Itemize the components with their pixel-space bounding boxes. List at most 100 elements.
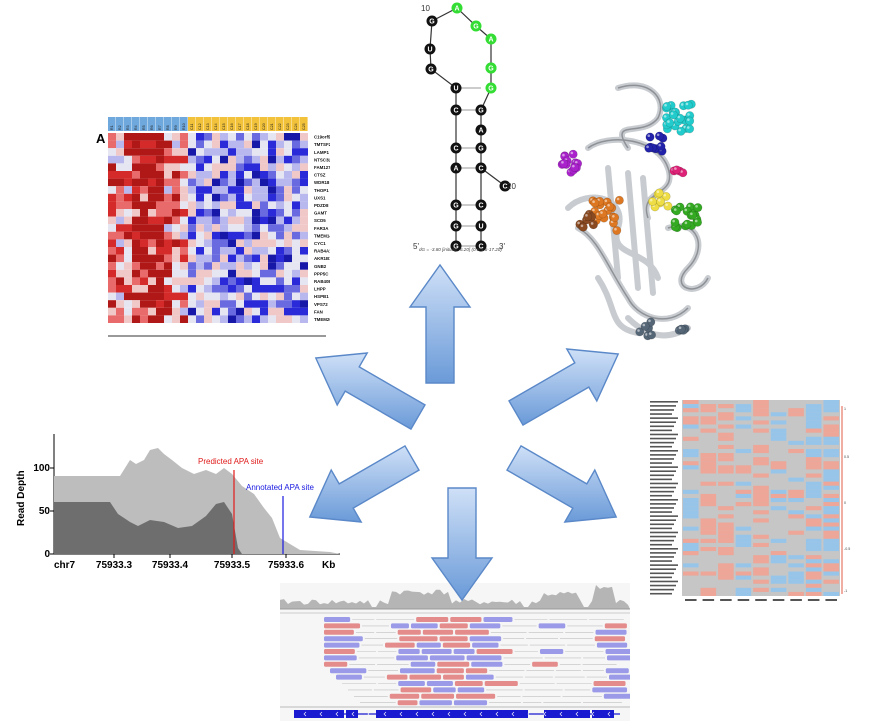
sequence-heatmap-cell (753, 449, 769, 454)
sequence-heatmap-cell (700, 469, 717, 474)
sequence-heatmap-cell (770, 428, 787, 433)
heatmap-cell (188, 209, 196, 217)
sequence-heatmap-row-label (650, 486, 676, 489)
heatmap-column-header (252, 117, 260, 131)
heatmap-column-label: R1 (110, 125, 114, 130)
heatmap-cell (124, 262, 132, 270)
heatmap-cell (236, 231, 244, 240)
aligned-read (471, 661, 503, 667)
heatmap-cell (116, 292, 124, 301)
heatmap-cell (252, 315, 260, 323)
sequence-heatmap-cell (683, 563, 699, 568)
heatmap-cell (180, 186, 188, 194)
heatmap-cell (124, 300, 132, 308)
heatmap-cell (268, 292, 276, 301)
heatmap-column-label: C19 (254, 123, 258, 130)
heatmap-cell (236, 186, 244, 194)
heatmap-cell (204, 148, 212, 156)
rna-base (475, 142, 487, 154)
heatmap-cell (244, 269, 252, 278)
sequence-heatmap-cell (788, 571, 804, 576)
heatmap-cell (124, 285, 132, 293)
heatmap-cell (140, 163, 148, 171)
sequence-heatmap-cell (823, 522, 839, 527)
protein-3d-structure (557, 82, 711, 341)
heatmap-cell (212, 277, 220, 285)
heatmap-cell (196, 140, 204, 149)
heatmap-column-label: C20 (262, 123, 266, 130)
sequence-heatmap-cell (823, 440, 839, 445)
heatmap-cell (148, 239, 156, 247)
sequence-heatmap-cell (770, 506, 787, 511)
sequence-heatmap-cell (770, 493, 787, 498)
sequence-heatmap-cell (753, 559, 769, 564)
rna-base-letter: U (453, 86, 458, 93)
heatmap-cell (204, 140, 212, 149)
heatmap-cell (236, 193, 244, 202)
rna-base-letter: C (478, 203, 483, 210)
heatmap-cell (236, 262, 244, 270)
heatmap-cell (180, 148, 188, 156)
sequence-heatmap-cell (700, 453, 717, 458)
heatmap-cell (148, 209, 156, 217)
heatmap-cell (212, 224, 220, 232)
sequence-heatmap-row-label (650, 462, 672, 464)
heatmap-cell (260, 269, 268, 278)
sequence-heatmap-cell (788, 514, 804, 519)
rna-energy-caption: dG = -3.80 [initially -6.20] (0.8-4.6-17… (419, 247, 502, 252)
heatmap-cell (252, 171, 260, 179)
heatmap-cells (108, 133, 308, 323)
heatmap-cell (236, 178, 244, 187)
rna-base (450, 82, 462, 94)
heatmap-cell (284, 163, 292, 171)
heatmap-cell (180, 277, 188, 285)
heatmap-column-label: C25 (302, 123, 306, 130)
sequence-heatmap-cell (718, 404, 734, 409)
aligned-read (483, 617, 513, 622)
heatmap-cell (140, 269, 148, 278)
heatmap-cell (108, 209, 116, 217)
heatmap-cell (284, 247, 292, 255)
heatmap-cell (132, 292, 140, 301)
heatmap-cell (108, 133, 116, 141)
heatmap-cell (220, 254, 228, 263)
heatmap-cell (268, 247, 276, 255)
heatmap-cell (292, 140, 300, 149)
heatmap-cell (132, 262, 140, 270)
heatmap-cell (276, 269, 284, 278)
heatmap-cell (252, 140, 260, 149)
heatmap-cell (220, 178, 228, 187)
heatmap-cell (204, 178, 212, 187)
sequence-heatmap-cell (823, 510, 839, 515)
heatmap-cell (140, 300, 148, 308)
sequence-heatmap-cell (700, 518, 717, 523)
heatmap-cell (252, 163, 260, 171)
heatmap-cell (204, 262, 212, 270)
sequence-heatmap-row-label (650, 527, 672, 530)
sequence-heatmap-cell (805, 563, 822, 568)
heatmap-cell (180, 300, 188, 308)
sequence-heatmap-cell (753, 493, 769, 498)
sequence-heatmap-row-label (650, 425, 674, 428)
heatmap-column-label: R10 (182, 123, 186, 130)
heatmap-cell (196, 231, 204, 240)
heatmap-column-header (260, 117, 268, 131)
heatmap-gene-label: PPP5C (314, 271, 329, 276)
heatmap-cell (284, 300, 292, 308)
heatmap-cell (300, 186, 308, 194)
aligned-read (390, 623, 409, 629)
sequence-heatmap-cell (823, 542, 839, 547)
heatmap-gene-label: GAMT (314, 211, 327, 216)
heatmap-column-label: C18 (246, 123, 250, 130)
heatmap-gene-label: FAR3A (314, 226, 329, 231)
heatmap-cell (204, 171, 212, 179)
heatmap-cell (132, 133, 140, 141)
heatmap-cell (180, 163, 188, 171)
heatmap-cell (212, 186, 220, 194)
coverage-y-tick: 0 (44, 549, 50, 560)
heatmap-cell (172, 133, 180, 141)
heatmap-cell (148, 292, 156, 301)
heatmap-cell (180, 178, 188, 187)
sequence-heatmap-row-label (650, 556, 674, 558)
sequence-heatmap-cell (683, 453, 699, 458)
